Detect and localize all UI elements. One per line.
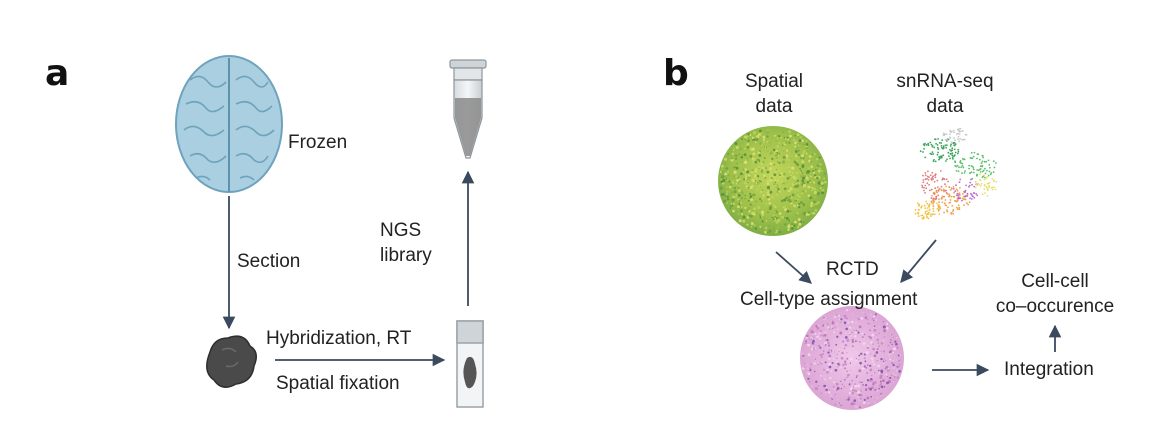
cell-type-assignment-label: Cell-type assignment: [740, 289, 918, 310]
slide-illustration: [456, 320, 484, 408]
spatial-data-map: [718, 126, 828, 236]
panel-label-b: b: [663, 53, 689, 94]
ngs-label-line2: library: [380, 245, 432, 266]
tissue-chunk-illustration: [206, 335, 257, 388]
hybridization-label: Hybridization, RT: [266, 328, 412, 349]
rctd-label: RCTD: [826, 259, 879, 280]
tube-illustration: [449, 59, 487, 159]
spatial-to-rctd-arrow: [775, 251, 812, 284]
brain-illustration: [175, 55, 283, 193]
panel-label-a: a: [45, 53, 70, 94]
spatial-data-label-line2: data: [755, 96, 793, 117]
snrna-umap-plot: [914, 127, 998, 220]
cooccurrence-label-line2: co–occurence: [995, 296, 1115, 317]
snrna-label-line2: data: [926, 96, 964, 117]
snrna-label-line1: snRNA-seq: [896, 71, 994, 92]
he-stained-tissue: [800, 306, 904, 410]
ngs-label-line1: NGS: [380, 220, 422, 241]
spatial-data-label-line1: Spatial: [744, 71, 804, 92]
integration-label: Integration: [1004, 359, 1094, 380]
frozen-label: Frozen: [288, 132, 348, 153]
spatial-fixation-label: Spatial fixation: [276, 373, 400, 394]
cooccurrence-label-line1: Cell-cell: [1021, 271, 1089, 292]
section-label: Section: [237, 251, 301, 272]
snrna-to-rctd-arrow: [900, 239, 937, 283]
